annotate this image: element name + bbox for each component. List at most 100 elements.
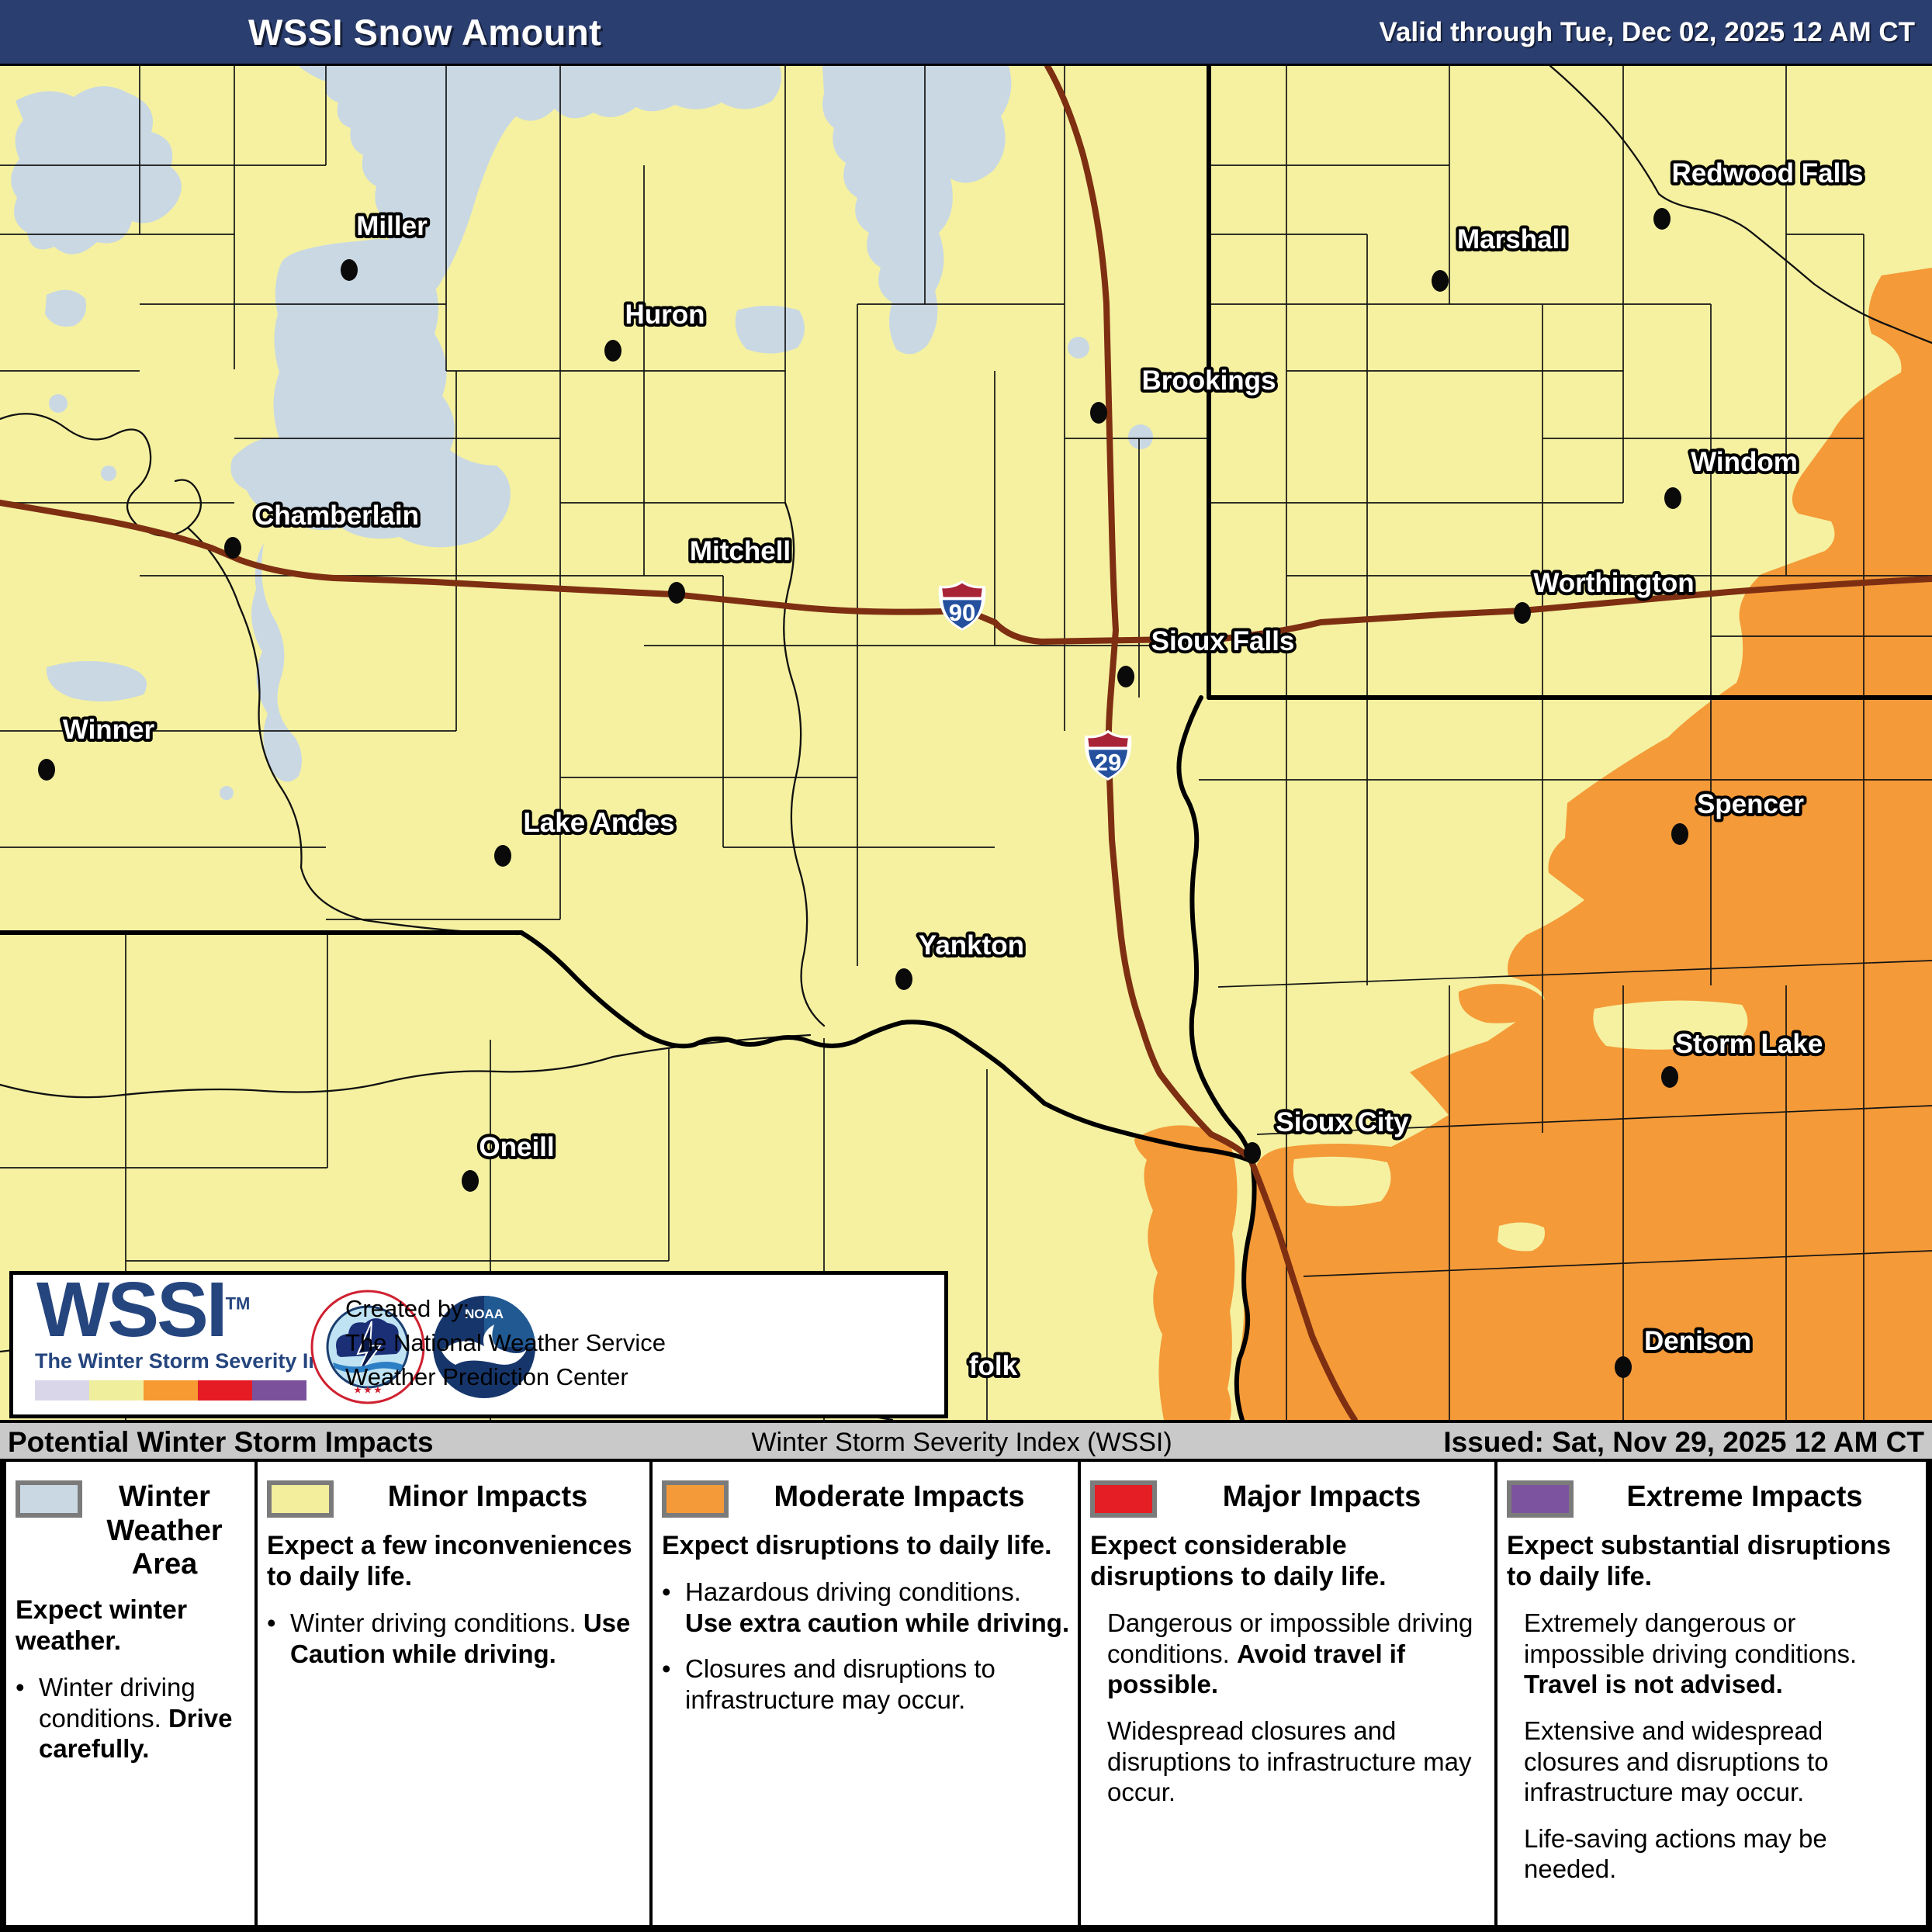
city-label-partial: folk — [969, 1351, 1018, 1381]
city-label: Miller — [356, 211, 428, 241]
legend-column-major: Major Impacts Expect considerable disrup… — [1081, 1462, 1494, 1925]
city-label: Windom — [1691, 447, 1798, 477]
city-marker — [895, 968, 912, 990]
trademark: TM — [225, 1293, 251, 1314]
legend-title-extreme: Extreme Impacts — [1626, 1480, 1863, 1513]
city-markers: Miller Huron Redwood Falls Marshall Brooking… — [38, 155, 1866, 1384]
svg-text:★ ★ ★: ★ ★ ★ — [354, 1386, 382, 1395]
legend-divider — [1494, 1462, 1497, 1925]
info-bar-subtitle: Winter Storm Severity Index (WSSI) — [751, 1428, 1172, 1457]
legend-divider — [254, 1462, 258, 1925]
legend-divider — [1078, 1462, 1081, 1925]
noaa-logo-icon: NOAA — [428, 1291, 540, 1403]
city-label: Oneill — [479, 1132, 554, 1162]
city-marker — [604, 340, 621, 362]
city-marker — [1117, 666, 1134, 687]
legend-item: • Winter driving conditions. Drive carefu… — [16, 1673, 233, 1764]
winter-weather-swatch — [16, 1480, 82, 1518]
legend-item: • Winter driving conditions. Use Caution … — [267, 1608, 631, 1668]
city-marker — [38, 759, 55, 781]
legend-column-minor: Minor Impacts Expect a few inconvenience… — [258, 1462, 649, 1925]
legend-item: Widespread closures and disruptions to i… — [1107, 1716, 1472, 1807]
extreme-swatch — [1507, 1480, 1574, 1518]
legend-item: Life-saving actions may be needed. — [1524, 1823, 1827, 1884]
weather-map: 90 29 Miller Huron Redwood Falls Marshall Bro… — [0, 63, 1932, 1423]
city-label: Sioux City — [1276, 1107, 1409, 1137]
city-label: Marshall — [1457, 224, 1567, 254]
bullet-icon: • — [267, 1608, 276, 1638]
major-intro: Expect considerable disruptions to daily… — [1090, 1531, 1387, 1592]
legend-title-minor: Minor Impacts — [387, 1480, 588, 1513]
created-by-text: Created by: The National Weather Service… — [345, 1295, 666, 1391]
moderate-impacts-area — [1134, 268, 1932, 1420]
legend-item: • Hazardous driving conditions. Use extra… — [662, 1577, 1070, 1637]
city-marker — [1671, 823, 1688, 845]
info-bar: Potential Winter Storm Impacts Winter St… — [0, 1420, 1932, 1462]
svg-text:NOAA: NOAA — [465, 1307, 504, 1321]
city-marker — [224, 537, 241, 559]
minor-holes — [1293, 1000, 1748, 1252]
interstate-highways — [0, 63, 1932, 1423]
legend-title-major: Major Impacts — [1222, 1480, 1421, 1513]
valid-through-text: Valid through Tue, Dec 02, 2025 12 AM CT — [1379, 17, 1915, 47]
legend-divider — [649, 1462, 653, 1925]
legend-item: Dangerous or impossible driving conditio… — [1107, 1608, 1473, 1699]
city-label: Brookings — [1141, 365, 1276, 396]
city-label: Huron — [625, 299, 705, 330]
bullet-icon: • — [662, 1577, 671, 1607]
legend-column-moderate: Moderate Impacts Expect disruptions to d… — [653, 1462, 1078, 1925]
city-marker — [1661, 1066, 1678, 1088]
winter-weather-intro: Expect winter weather. — [16, 1595, 188, 1657]
city-marker — [1653, 208, 1671, 230]
interstate-90-road — [0, 500, 1932, 646]
bullet-icon: • — [16, 1673, 25, 1702]
city-marker — [1244, 1142, 1261, 1164]
interstate-shields: 90 29 — [938, 580, 1132, 781]
city-marker — [1664, 487, 1681, 509]
bullet-icon: • — [662, 1654, 671, 1684]
city-marker — [462, 1170, 479, 1192]
city-marker — [1615, 1356, 1632, 1378]
city-label: Spencer — [1697, 789, 1804, 819]
major-swatch — [1090, 1480, 1157, 1518]
wssi-severity-colorbar — [35, 1380, 306, 1401]
moderate-intro: Expect disruptions to daily life. — [662, 1531, 1052, 1560]
wssi-tagline: The Winter Storm Severity Index — [35, 1349, 358, 1373]
city-marker — [1090, 402, 1107, 424]
legend-title-winter-weather: Winter Weather Area — [106, 1480, 223, 1581]
interstate-29-road — [1044, 63, 1358, 1423]
city-label: Worthington — [1533, 568, 1694, 598]
legend-title-moderate: Moderate Impacts — [774, 1480, 1025, 1513]
legend-item: Extremely dangerous or impossible drivin… — [1524, 1608, 1858, 1699]
state-borders — [0, 64, 1932, 1422]
interstate-number: 90 — [949, 599, 975, 626]
city-label: Redwood Falls — [1672, 158, 1864, 189]
moderate-swatch — [662, 1480, 729, 1518]
city-marker — [668, 582, 685, 604]
legend-item: Extensive and widespread closures and di… — [1524, 1716, 1829, 1807]
page-title: WSSI Snow Amount — [248, 12, 602, 53]
city-label: Denison — [1644, 1326, 1751, 1356]
city-marker — [494, 845, 511, 867]
wssi-logo-text: WSSITM — [36, 1266, 251, 1353]
city-label: Mitchell — [690, 536, 791, 566]
minor-swatch — [267, 1480, 334, 1518]
info-bar-title: Potential Winter Storm Impacts — [8, 1426, 434, 1458]
wssi-logo-box: WSSITM The Winter Storm Severity Index ★… — [9, 1266, 948, 1418]
map-area: 90 29 Miller Huron Redwood Falls Marshall Bro… — [0, 63, 1932, 1423]
minor-intro: Expect a few inconveniences to daily lif… — [267, 1531, 632, 1592]
city-label: Chamberlain — [254, 500, 419, 531]
interstate-number: 29 — [1095, 749, 1121, 776]
legend-column-winter-weather: Winter Weather Area Expect winter weathe… — [6, 1462, 254, 1925]
legend-item: • Closures and disruptions to infrastruct… — [662, 1654, 995, 1714]
city-label: Yankton — [919, 930, 1024, 961]
impacts-legend: Winter Weather Area Expect winter weathe… — [0, 1462, 1932, 1932]
city-label: Lake Andes — [523, 808, 674, 838]
city-label: Storm Lake — [1675, 1029, 1823, 1059]
city-label: Sioux Falls — [1151, 626, 1295, 656]
winter-weather-area — [11, 66, 1153, 800]
extreme-intro: Expect substantial disruptions to daily … — [1507, 1531, 1891, 1592]
city-label: Winner — [63, 715, 155, 745]
header-bar: WSSI Snow Amount Valid through Tue, Dec … — [0, 0, 1932, 66]
